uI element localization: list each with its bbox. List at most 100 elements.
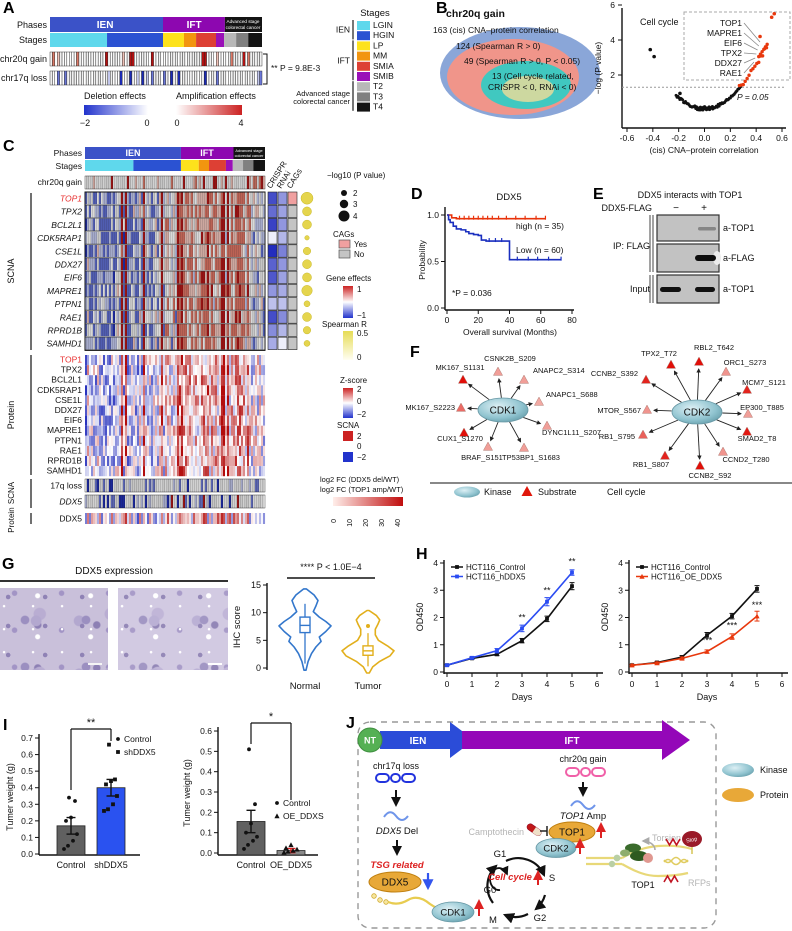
kinase-substrate-edge [510,384,521,399]
glyph [108,310,112,324]
glyph [141,365,144,376]
kinase-substrate-edge [673,370,691,401]
glyph [116,297,120,311]
glyph [230,191,234,205]
glyph [174,284,178,297]
glyph [179,415,182,426]
glyph [167,445,170,456]
glyph [124,175,128,190]
glyph [92,310,96,324]
glyph [120,284,124,297]
glyph [95,355,98,366]
glyph [133,415,136,426]
scna-gene-label: SAMHD1 [47,339,83,349]
glyph [118,244,122,258]
glyph [180,310,184,324]
glyph [235,375,238,386]
glyph [194,205,198,218]
glyph [213,466,216,477]
glyph [206,257,210,271]
glyph [184,323,188,337]
glyph [108,271,112,284]
glyph [763,45,768,49]
glyph [88,297,92,311]
glyph [233,385,236,396]
glyph [117,365,120,376]
glyph [208,257,212,271]
glyph [212,478,216,493]
text-label: 0 [331,519,338,523]
glyph [245,385,248,396]
glyph [143,466,146,477]
glyph [244,830,248,835]
glyph [167,365,170,376]
glyph [241,405,244,416]
glyph [87,435,90,446]
glyph [85,456,88,467]
glyph [178,310,182,324]
protein-gene-label: TOP1 [60,355,82,365]
glyph [181,405,184,416]
glyph [140,271,144,284]
glyph [186,297,190,311]
glyph [161,456,164,467]
phase-advanced: colorectal cancer [226,25,261,30]
glyph [150,175,154,190]
glyph [137,385,140,396]
h-significance: ** [518,612,526,622]
glyph [144,284,148,297]
pvalue-dot [301,285,313,297]
glyph [107,445,110,456]
glyph [118,494,122,509]
glyph [158,310,162,324]
glyph [125,395,128,406]
stage-chip [357,51,370,61]
glyph [255,385,258,396]
glyph [187,466,190,477]
glyph [159,385,162,396]
glyph [238,494,242,509]
glyph [230,231,234,245]
glyph [108,191,112,205]
protein-group-label: Protein [6,401,16,430]
glyph [94,323,98,337]
band-faint-top1 [698,227,716,231]
glyph [175,385,178,396]
glyph [158,284,162,297]
glyph [177,70,181,86]
glyph [161,466,164,477]
glyph [100,175,104,190]
glyph [199,385,202,396]
glyph [252,323,256,337]
glyph [177,425,180,436]
glyph [228,478,232,493]
glyph [182,70,186,86]
glyph [247,375,250,386]
glyph [211,415,214,426]
glyph [171,445,174,456]
glyph [262,478,266,493]
glyph [138,231,142,245]
glyph [174,337,178,350]
glyph [94,310,98,324]
glyph [101,395,104,406]
glyph [204,205,208,218]
glyph [252,205,256,218]
glyph [146,175,150,190]
glyph [231,365,234,376]
glyph [285,848,291,854]
glyph [236,337,240,350]
glyph [178,175,182,190]
glyph [73,799,77,803]
glyph [213,513,216,524]
glyph [132,284,136,297]
glyph [98,175,102,190]
glyph [221,466,224,477]
crispr-cell [267,270,278,284]
glyph [150,257,154,271]
glyph [66,843,70,848]
glyph [95,385,98,396]
glyph [224,494,228,509]
glyph [157,405,160,416]
glyph [69,51,72,67]
